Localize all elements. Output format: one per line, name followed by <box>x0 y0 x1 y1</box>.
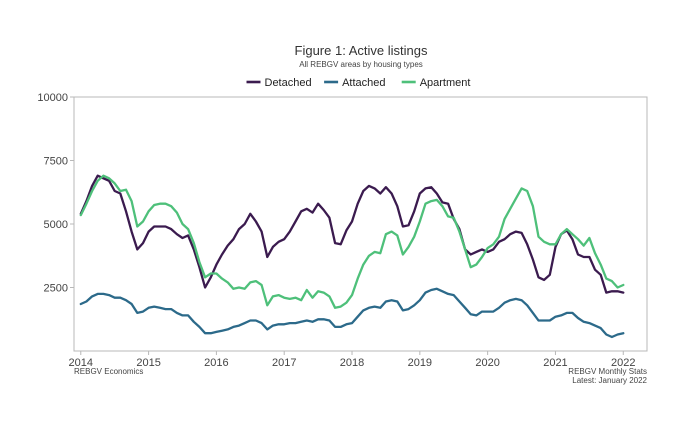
series-line-detached <box>79 174 625 294</box>
x-tick-label: 2019 <box>408 357 432 369</box>
x-axis: 2014 2015 2016 2017 2018 2019 2020 2021 2022 <box>69 351 636 369</box>
series-line-apartment <box>79 174 625 309</box>
series-lines <box>79 174 625 339</box>
x-tick-label: 2018 <box>340 357 364 369</box>
x-tick-label: 2015 <box>136 357 160 369</box>
chart-subtitle: All REBGV areas by housing types <box>299 60 423 69</box>
source-note: REBGV Economics <box>74 367 143 376</box>
y-tick-label: 7500 <box>44 156 68 168</box>
x-tick-label: 2021 <box>543 357 567 369</box>
stats-note: REBGV Monthly Stats <box>568 367 647 376</box>
x-tick-label: 2017 <box>272 357 296 369</box>
legend-label-detached: Detached <box>265 77 312 89</box>
x-tick-label: 2016 <box>204 357 228 369</box>
y-tick-label: 2500 <box>44 283 68 295</box>
legend-label-attached: Attached <box>342 77 385 89</box>
y-axis: 2500 5000 7500 10000 <box>37 92 74 295</box>
x-tick-label: 2022 <box>611 357 635 369</box>
series-line-attached <box>79 287 625 339</box>
x-tick-label: 2020 <box>475 357 499 369</box>
legend-label-apartment: Apartment <box>420 77 471 89</box>
x-tick-label: 2014 <box>69 357 93 369</box>
latest-note: Latest: January 2022 <box>572 376 647 385</box>
y-tick-label: 10000 <box>37 92 68 104</box>
legend: Detached Attached Apartment <box>246 77 471 89</box>
y-tick-label: 5000 <box>44 219 68 231</box>
chart-title: Figure 1: Active listings <box>295 43 428 58</box>
